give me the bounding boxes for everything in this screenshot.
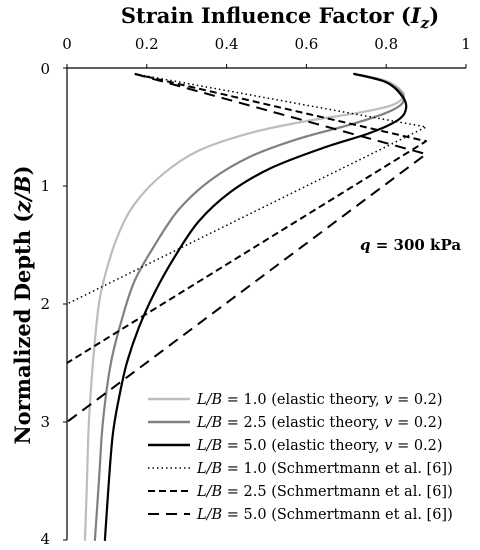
x-tick-label: 0.6 xyxy=(294,35,318,53)
legend-entry-1: L/B = 1.0 (elastic theory, v = 0.2) xyxy=(196,392,443,408)
y-tick-label: 3 xyxy=(40,413,50,431)
y-tick-label: 0 xyxy=(40,60,50,78)
y-tick-label: 4 xyxy=(40,530,50,548)
legend-entry-4: L/B = 1.0 (Schmertmann et al. [6]) xyxy=(196,461,453,477)
x-tick-label: 0.4 xyxy=(215,35,239,53)
y-axis-label: Normalized Depth (z/B) xyxy=(10,165,35,444)
load-annotation: q = 300 kPa xyxy=(360,236,461,254)
legend-entry-2: L/B = 2.5 (elastic theory, v = 0.2) xyxy=(196,415,443,431)
chart-title: Strain Influence Factor (Iz) xyxy=(121,3,439,32)
y-tick-labels: 0 1 2 3 4 xyxy=(40,60,67,548)
legend: L/B = 1.0 (elastic theory, v = 0.2) L/B =… xyxy=(148,392,453,523)
series-line-4 xyxy=(66,73,427,305)
y-tick-label: 1 xyxy=(40,177,50,195)
series-line-5 xyxy=(66,72,428,364)
legend-entry-3: L/B = 5.0 (elastic theory, v = 0.2) xyxy=(196,438,443,454)
x-tick-label: 0 xyxy=(62,35,72,53)
legend-entry-5: L/B = 2.5 (Schmertmann et al. [6]) xyxy=(196,484,453,500)
x-tick-label: 0.8 xyxy=(374,35,398,53)
y-tick-label: 2 xyxy=(40,295,50,313)
series-lines xyxy=(66,72,428,542)
x-tick-label: 0.2 xyxy=(135,35,159,53)
series-line-3 xyxy=(103,72,408,542)
x-tick-label: 1 xyxy=(461,35,471,53)
series-line-6 xyxy=(66,72,428,423)
x-tick-labels: 0 0.2 0.4 0.6 0.8 1 xyxy=(62,35,471,68)
legend-entry-6: L/B = 5.0 (Schmertmann et al. [6]) xyxy=(196,507,453,523)
